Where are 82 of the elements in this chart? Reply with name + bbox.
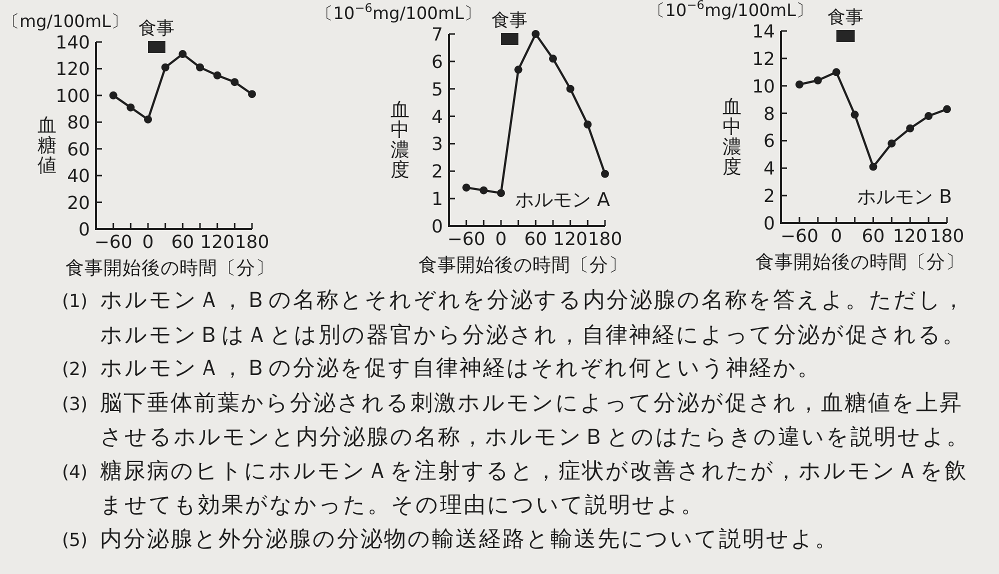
y-tick-label: 5 bbox=[432, 79, 443, 100]
y-tick-label: 6 bbox=[432, 52, 443, 73]
point bbox=[549, 54, 557, 63]
band-label: 食事 bbox=[828, 7, 864, 28]
y-tick-label: 60 bbox=[67, 139, 90, 160]
point bbox=[943, 105, 951, 114]
x-tick-label: 180 bbox=[930, 226, 964, 247]
y-tick-label: 40 bbox=[67, 166, 90, 188]
point bbox=[144, 115, 152, 124]
point bbox=[480, 186, 488, 194]
point bbox=[230, 78, 239, 86]
x-tick-label: 120 bbox=[892, 226, 928, 247]
x-tick-label: 180 bbox=[234, 232, 270, 253]
y-tick-label: 2 bbox=[432, 162, 443, 183]
x-tick-label: 60 bbox=[862, 226, 885, 247]
x-axis-title: 食事開始後の時間〔分〕 bbox=[418, 255, 628, 276]
y-tick-label: 100 bbox=[56, 86, 90, 107]
x-tick-label: 0 bbox=[495, 229, 507, 250]
point bbox=[178, 50, 187, 58]
y-tick-label: 20 bbox=[67, 192, 90, 214]
y-tick-label: 6 bbox=[764, 131, 775, 152]
x-tick-label: 0 bbox=[830, 226, 842, 247]
point bbox=[601, 170, 609, 178]
y-tick-label: 140 bbox=[56, 32, 90, 54]
point bbox=[566, 84, 574, 93]
x-axis-title: 食事開始後の時間〔分〕 bbox=[66, 258, 274, 279]
y-tick-label: 3 bbox=[432, 134, 443, 156]
y-tick-label: 4 bbox=[432, 106, 443, 128]
point bbox=[161, 63, 170, 72]
series-label: ホルモン A bbox=[514, 189, 610, 211]
band-label: 食事 bbox=[138, 18, 175, 39]
y-tick-label: 80 bbox=[67, 112, 90, 134]
point bbox=[514, 66, 522, 74]
point bbox=[888, 139, 896, 148]
x-axis-title: 食事開始後の時間〔分〕 bbox=[756, 252, 964, 273]
x-tick-label: −60 bbox=[447, 229, 486, 250]
point bbox=[109, 91, 118, 100]
point bbox=[584, 120, 592, 129]
x-tick-label: −60 bbox=[94, 232, 132, 253]
point bbox=[850, 110, 859, 119]
y-axis-title: 血中濃度 bbox=[722, 96, 742, 178]
text: (1) ホルモンＡ，Ｂの名称とそれぞれを分泌する内分泌腺の名称を答えよ。ただし，ホルモンＢはＡとは別の器官から分泌され，自律神経によって分泌が促される。 bbox=[62, 287, 967, 350]
point bbox=[248, 90, 256, 98]
point bbox=[906, 124, 914, 132]
point bbox=[814, 76, 822, 84]
y-tick-label: 10 bbox=[752, 76, 775, 98]
x-tick-label: 180 bbox=[588, 229, 622, 250]
x-tick-label: 60 bbox=[524, 229, 548, 250]
y-tick-label: 14 bbox=[752, 22, 775, 42]
y-axis-title: 血糖値 bbox=[38, 114, 56, 176]
x-tick-label: −60 bbox=[780, 226, 818, 247]
y-tick-label: 2 bbox=[764, 186, 775, 208]
point bbox=[924, 112, 933, 120]
x-tick-label: 0 bbox=[142, 232, 154, 253]
point bbox=[126, 103, 135, 112]
point bbox=[213, 71, 222, 80]
x-tick-label: 120 bbox=[200, 232, 235, 253]
y-tick-label: 7 bbox=[432, 24, 443, 46]
y-tick-label: 120 bbox=[56, 59, 90, 80]
text: (2) ホルモンＡ，Ｂの分泌を促す自律神経はそれぞれ何という神経か。 bbox=[62, 355, 822, 383]
band-label: 食事 bbox=[492, 10, 528, 31]
point bbox=[196, 63, 204, 72]
y-tick-label: 4 bbox=[764, 158, 775, 180]
series-label: ホルモン B bbox=[856, 186, 952, 208]
y-tick-label: 1 bbox=[432, 189, 443, 210]
x-tick-label: 120 bbox=[553, 229, 588, 250]
point bbox=[795, 80, 804, 88]
point bbox=[869, 162, 878, 171]
y-tick-label: 12 bbox=[752, 48, 775, 70]
text: (4) 糖尿病のヒトにホルモンＡを注射すると，症状が改善されたが，ホルモンＡを飲ませても効果がなかった。その理由について説明せよ。 bbox=[62, 458, 969, 520]
y-tick-label: 8 bbox=[764, 104, 775, 125]
text: 〔10$^{−6}$mg/100mL〕 bbox=[316, 1, 481, 24]
point bbox=[497, 189, 505, 198]
point bbox=[532, 30, 540, 38]
text: 〔mg/100mL〕 bbox=[2, 12, 128, 32]
point bbox=[462, 184, 470, 192]
text: (5) 内分泌腺と外分泌腺の分泌物の輸送経路と輸送先について説明せよ。 bbox=[62, 526, 840, 554]
x-tick-label: 60 bbox=[171, 232, 194, 253]
point bbox=[832, 68, 840, 76]
text: (3) 脳下垂体前葉から分泌される刺激ホルモンによって分泌が促され，血糖値を上昇させるホルモンと内分泌腺の名称，ホルモンＢとのはたらきの違いを説明せよ。 bbox=[62, 390, 971, 452]
text: 〔10$^{−6}$mg/100mL〕 bbox=[648, 0, 813, 21]
y-axis-title: 血中濃度 bbox=[390, 99, 410, 181]
